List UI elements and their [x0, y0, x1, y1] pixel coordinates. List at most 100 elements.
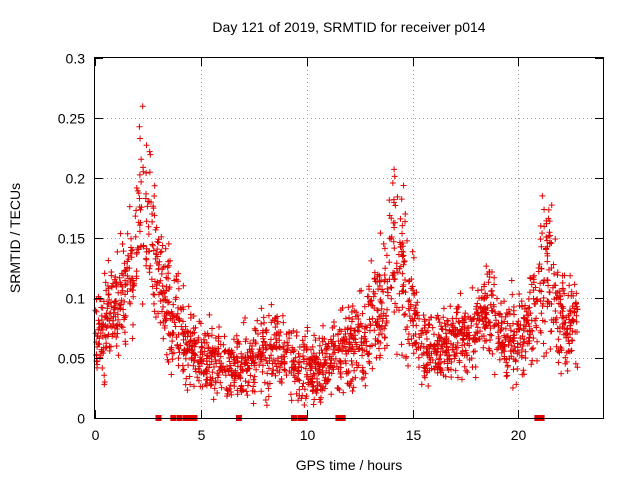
data-point	[438, 325, 445, 332]
data-point	[454, 339, 461, 346]
data-point	[296, 353, 303, 360]
data-point	[366, 350, 373, 357]
data-point	[559, 285, 566, 292]
data-point	[503, 359, 510, 366]
data-point	[221, 349, 228, 356]
data-point	[92, 330, 99, 337]
data-point	[276, 369, 283, 376]
data-point	[374, 278, 381, 285]
data-point	[146, 169, 153, 176]
data-point	[564, 367, 571, 374]
data-point	[112, 304, 119, 311]
data-point	[398, 196, 405, 203]
data-point	[462, 324, 469, 331]
data-point	[204, 361, 211, 368]
data-point	[151, 278, 158, 285]
data-point	[238, 389, 245, 396]
data-point	[143, 255, 150, 262]
data-point	[573, 290, 580, 297]
data-point	[444, 364, 451, 371]
data-point	[378, 330, 385, 337]
data-point	[472, 374, 479, 381]
data-point	[200, 370, 207, 377]
data-point	[223, 363, 230, 370]
data-point	[542, 246, 549, 253]
data-point	[276, 364, 283, 371]
data-point	[185, 329, 192, 336]
data-point	[106, 343, 113, 350]
data-point	[183, 375, 190, 382]
data-point	[154, 238, 161, 245]
data-point	[554, 269, 561, 276]
data-point	[143, 262, 150, 269]
data-point	[92, 307, 99, 314]
data-point	[367, 343, 374, 350]
data-point	[377, 312, 384, 319]
data-point	[112, 298, 119, 305]
data-point	[307, 367, 314, 374]
data-point	[405, 298, 412, 305]
data-point	[197, 383, 204, 390]
data-point	[139, 103, 146, 110]
data-point	[121, 267, 128, 274]
data-point	[397, 243, 404, 250]
data-point	[298, 364, 305, 371]
data-point	[112, 274, 119, 281]
data-point	[452, 332, 459, 339]
data-point	[122, 341, 129, 348]
data-point	[150, 247, 157, 254]
data-point	[438, 345, 445, 352]
data-point	[406, 313, 413, 320]
data-point	[424, 327, 431, 334]
data-point	[429, 324, 436, 331]
data-point	[463, 329, 470, 336]
data-point	[496, 311, 503, 318]
data-point	[201, 339, 208, 346]
data-point	[105, 291, 112, 298]
data-point	[504, 311, 511, 318]
data-point	[543, 349, 550, 356]
data-point	[501, 341, 508, 348]
data-point	[435, 342, 442, 349]
data-point	[538, 288, 545, 295]
data-point	[169, 311, 176, 318]
data-point	[248, 355, 255, 362]
data-point	[232, 367, 239, 374]
data-point	[459, 335, 466, 342]
data-point	[472, 348, 479, 355]
data-point	[175, 316, 182, 323]
data-point	[367, 321, 374, 328]
data-point	[265, 365, 272, 372]
y-tick-label: 0	[77, 411, 85, 427]
data-point	[217, 379, 224, 386]
data-point	[410, 254, 417, 261]
data-point	[165, 309, 172, 316]
data-point	[375, 286, 382, 293]
data-point	[495, 310, 502, 317]
data-point	[254, 331, 261, 338]
data-point	[341, 343, 348, 350]
data-point	[460, 336, 467, 343]
data-point	[371, 305, 378, 312]
data-point	[400, 258, 407, 265]
data-point	[537, 223, 544, 230]
data-point	[121, 329, 128, 336]
data-point	[285, 342, 292, 349]
data-point	[553, 294, 560, 301]
data-point	[468, 316, 475, 323]
data-point	[533, 315, 540, 322]
data-point	[108, 283, 115, 290]
data-point	[544, 277, 551, 284]
data-point	[400, 182, 407, 189]
data-point	[425, 383, 432, 390]
data-point	[535, 268, 542, 275]
data-point	[536, 261, 543, 268]
data-point	[185, 303, 192, 310]
data-point	[140, 164, 147, 171]
data-point	[110, 321, 117, 327]
data-point	[391, 276, 398, 283]
data-point	[134, 187, 141, 194]
data-point	[346, 382, 353, 389]
data-point	[514, 321, 521, 328]
data-point	[146, 148, 153, 155]
